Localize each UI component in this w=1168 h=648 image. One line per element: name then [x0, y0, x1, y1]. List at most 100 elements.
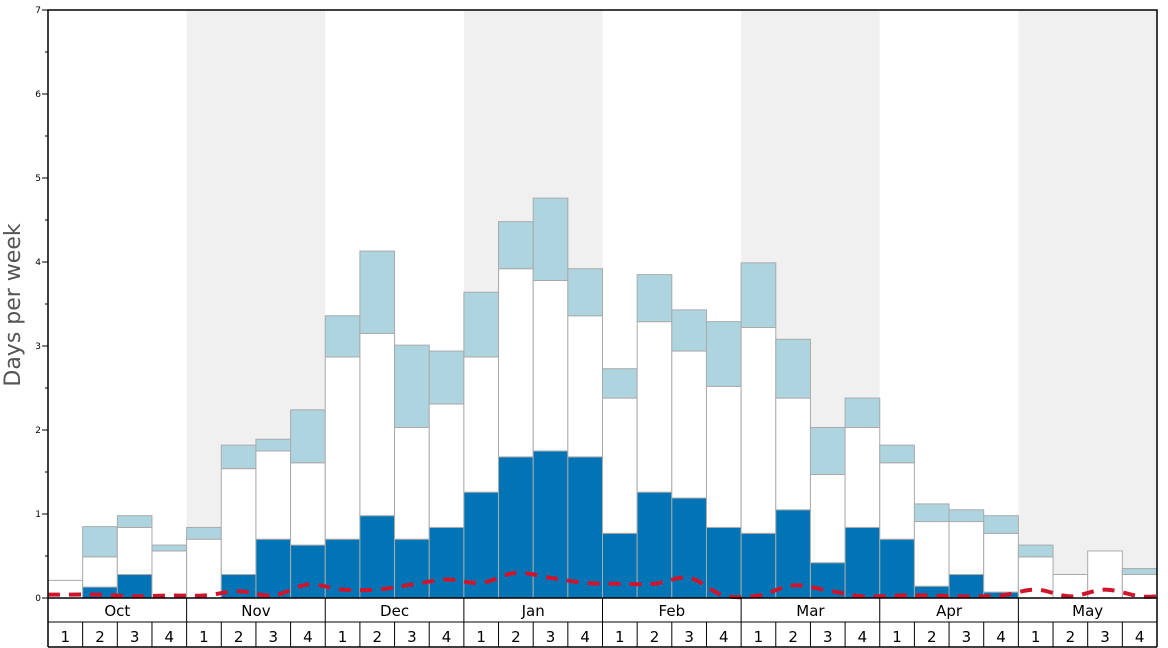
bar-segment-light [151, 544, 188, 552]
bar-segment-light [359, 250, 396, 334]
week-label: 4 [165, 628, 175, 646]
week-label: 4 [580, 628, 590, 646]
bar-segment-white [255, 450, 292, 540]
week-label: 1 [476, 628, 486, 646]
week-label: 3 [268, 628, 278, 646]
y-tick-label: 6 [35, 90, 41, 100]
week-label: 2 [788, 628, 798, 646]
month-label: Jan [521, 602, 545, 620]
month-band [1018, 10, 1157, 598]
week-label: 1 [338, 628, 348, 646]
bar-segment-light [116, 515, 153, 528]
bar-segment-light [1121, 568, 1158, 575]
y-tick-label: 2 [35, 426, 41, 436]
week-label: 3 [546, 628, 556, 646]
week-label: 2 [650, 628, 660, 646]
bar-segment-white [151, 550, 188, 599]
month-label: Mar [796, 602, 825, 620]
bar-segment-dark [394, 538, 430, 599]
bar-segment-white [913, 521, 950, 587]
bar-segment-white [879, 462, 915, 540]
bar-segment-light [532, 197, 569, 281]
bar-segment-white [567, 315, 603, 458]
y-tick-label: 0 [35, 594, 41, 604]
bar-segment-white [463, 356, 500, 493]
bar-segment-white [948, 521, 985, 575]
bar-segment-light [983, 515, 1019, 534]
week-label: 3 [407, 628, 417, 646]
week-label: 4 [719, 628, 729, 646]
bar-segment-light [844, 397, 881, 428]
week-label: 3 [130, 628, 140, 646]
bar-segment-light [82, 526, 118, 558]
bar-segment-light [255, 438, 292, 452]
month-label: Feb [659, 602, 686, 620]
bar-segment-white [636, 321, 673, 493]
bar-segment-light [705, 321, 742, 387]
bar-segment-dark [498, 456, 534, 599]
bar-segment-white [532, 279, 569, 452]
week-label: 2 [927, 628, 937, 646]
week-label: 2 [95, 628, 105, 646]
bar-segment-light [186, 526, 222, 540]
bar-segment-light [220, 444, 257, 470]
week-label: 1 [199, 628, 209, 646]
bar-segment-light [740, 262, 777, 329]
bar-segment-white [498, 268, 534, 458]
week-label: 3 [962, 628, 972, 646]
week-label: 3 [1100, 628, 1110, 646]
bar-segment-white [844, 426, 881, 528]
bar-segment-light [948, 509, 985, 523]
week-label: 4 [442, 628, 452, 646]
bar-segment-white [983, 532, 1019, 593]
bar-segment-dark [602, 532, 638, 599]
bar-segment-light [671, 309, 707, 352]
week-label: 2 [234, 628, 244, 646]
bar-segment-light [498, 221, 534, 270]
bar-segment-dark [359, 515, 396, 599]
week-label: 1 [615, 628, 625, 646]
bar-segment-light [1017, 544, 1054, 558]
bar-segment-white [290, 462, 326, 546]
y-tick-label: 3 [35, 342, 41, 352]
bar-segment-light [879, 444, 915, 464]
bar-segment-white [602, 397, 638, 534]
bar-segment-white [428, 403, 465, 528]
bar-segment-white [116, 526, 153, 575]
bar-segment-light [394, 344, 430, 428]
month-label: May [1072, 602, 1103, 620]
month-label: Apr [936, 602, 963, 620]
bar-segment-white [809, 474, 846, 564]
bar-segment-white [740, 327, 777, 534]
week-label: 3 [823, 628, 833, 646]
week-label: 2 [511, 628, 521, 646]
bar-segment-light [775, 338, 811, 399]
bar-segment-white [394, 426, 430, 540]
bar-segment-dark [220, 573, 257, 599]
bar-segment-white [775, 397, 811, 511]
week-label: 1 [61, 628, 71, 646]
y-axis-label: Days per week [1, 223, 26, 386]
week-label: 4 [303, 628, 313, 646]
bar-segment-white [671, 350, 707, 499]
trend-line [48, 570, 1158, 600]
bar-segment-light [913, 503, 950, 523]
y-tick-label: 4 [35, 258, 41, 268]
bar-segment-white [220, 468, 257, 575]
bar-segment-dark [879, 538, 915, 599]
bar-segment-light [636, 274, 673, 323]
bar-segment-white [705, 385, 742, 528]
bar-segment-white [359, 332, 396, 517]
bar-segment-light [324, 315, 361, 358]
week-label: 4 [858, 628, 868, 646]
bar-segment-light [290, 409, 326, 464]
week-label: 1 [754, 628, 764, 646]
bar-segment-white [82, 556, 118, 588]
bar-segment-light [567, 268, 603, 317]
bar-segment-white [186, 538, 222, 599]
month-label: Nov [241, 602, 270, 620]
week-label: 1 [1031, 628, 1041, 646]
bar-segment-light [602, 368, 638, 399]
x-axis: Oct Nov Dec Jan Feb Mar Apr May 1 2 3 4 1 2 3 4 1 2 3 4 1 2 3 4… [47, 598, 1158, 648]
